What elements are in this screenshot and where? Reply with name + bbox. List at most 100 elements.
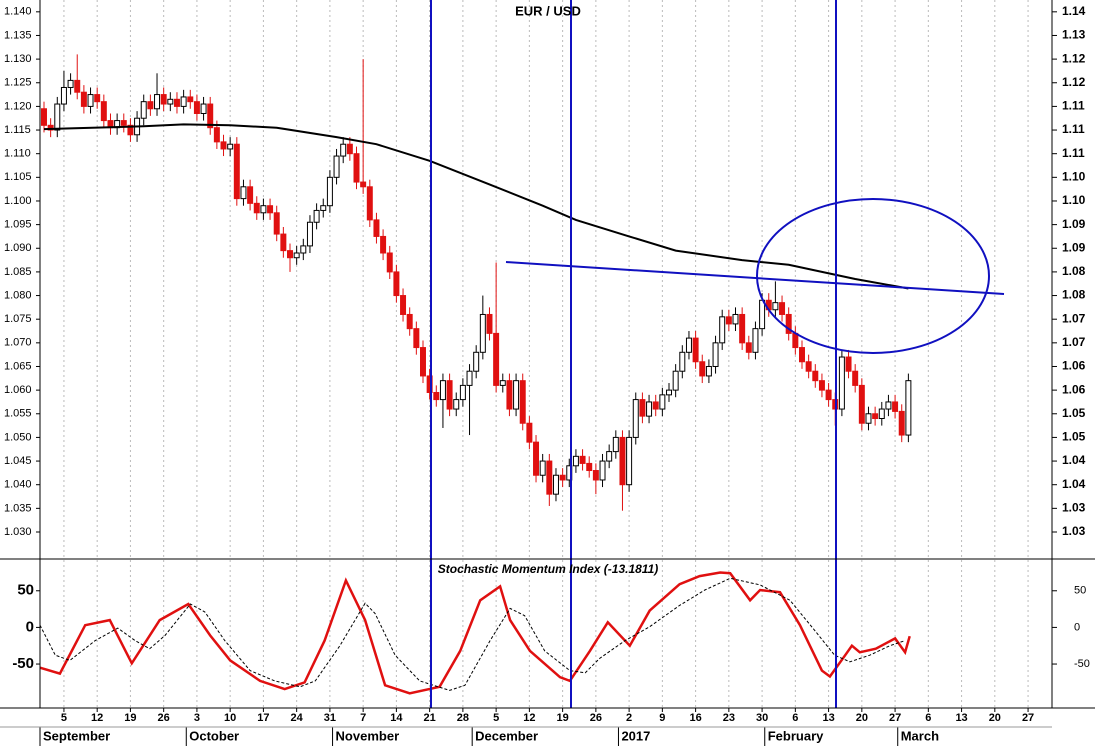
candle-body <box>406 313 413 330</box>
candle-body <box>592 470 599 481</box>
candle-body <box>127 124 134 136</box>
y-tick-label: 1.080 <box>4 289 32 301</box>
y-tick-label: 1.120 <box>4 100 32 112</box>
candle-body <box>439 380 446 401</box>
y2-tick-label: 1.07 <box>1062 311 1086 325</box>
candle-body <box>167 98 174 105</box>
candle-body <box>612 436 619 453</box>
candle-body <box>785 313 792 334</box>
y-tick-label: 1.040 <box>4 479 32 491</box>
y-tick-label: 1.050 <box>4 431 32 443</box>
candle-body <box>745 342 752 353</box>
candle-body <box>267 205 274 214</box>
candle-body <box>207 103 214 129</box>
candle-body <box>872 413 879 419</box>
candle-body <box>719 316 726 344</box>
candle-body <box>845 356 852 372</box>
candle-body <box>772 302 779 311</box>
labels: EUR / USD Stochastic Momentum Index (-13… <box>4 3 1090 743</box>
candle-body <box>659 394 666 410</box>
candle-body <box>679 351 686 372</box>
month-label: October <box>189 728 239 743</box>
candle-body <box>180 96 187 107</box>
candle-body <box>546 460 553 495</box>
candle-body <box>426 375 433 393</box>
candle-body <box>473 351 480 372</box>
x-tick-label: 5 <box>61 712 67 724</box>
y-tick-label: 1.035 <box>4 502 32 514</box>
annotations <box>430 0 1005 708</box>
candle-body <box>646 401 653 417</box>
indicator-tick-label: -50 <box>12 655 34 672</box>
candle-body <box>812 370 819 382</box>
x-tick-label: 27 <box>889 712 901 724</box>
y-tick-label: 1.085 <box>4 266 32 278</box>
candle-body <box>94 94 101 103</box>
y-tick-label: 1.030 <box>4 526 32 538</box>
x-tick-label: 23 <box>723 712 735 724</box>
x-tick-label: 20 <box>856 712 868 724</box>
candle-body <box>413 328 420 349</box>
candle-body <box>779 302 786 315</box>
candle-body <box>80 91 87 107</box>
candle-body <box>619 436 626 486</box>
candle-body <box>732 313 739 325</box>
candle-body <box>858 384 865 424</box>
candle-body <box>759 299 766 330</box>
x-tick-label: 7 <box>360 712 366 724</box>
candle-body <box>805 361 812 372</box>
y2-tick-label: 1.03 <box>1062 501 1086 515</box>
y2-tick-label: 1.11 <box>1062 99 1085 113</box>
x-tick-label: 6 <box>792 712 798 724</box>
candle-body <box>240 186 247 200</box>
candle-body <box>493 332 500 386</box>
x-tick-label: 12 <box>91 712 103 724</box>
x-tick-label: 30 <box>756 712 768 724</box>
indicator-title: Stochastic Momentum Index (-13.1811) <box>438 562 659 576</box>
candle-body <box>154 94 161 110</box>
candle-body <box>572 455 579 467</box>
candle-body <box>526 422 533 443</box>
x-tick-label: 13 <box>955 712 967 724</box>
x-tick-label: 16 <box>689 712 701 724</box>
candle-body <box>340 143 347 157</box>
candle-body <box>233 143 240 200</box>
candle-body <box>586 462 593 472</box>
y2-tick-label: 1.05 <box>1062 406 1086 420</box>
candle-body <box>386 252 393 273</box>
candle-body <box>712 342 719 367</box>
y2-tick-label: 1.10 <box>1062 170 1086 184</box>
candle-body <box>326 176 333 207</box>
x-tick-label: 31 <box>324 712 336 724</box>
candle-body <box>280 233 287 252</box>
y2-tick-label: 1.08 <box>1062 288 1086 302</box>
candle-body <box>579 455 586 464</box>
candle-body <box>393 271 400 297</box>
candle-body <box>333 155 340 178</box>
month-label: September <box>43 728 110 743</box>
y2-tick-label: 1.12 <box>1062 51 1086 65</box>
candle-body <box>792 332 799 349</box>
candle-body <box>306 221 313 247</box>
candle-body <box>739 313 746 344</box>
candle-body <box>486 313 493 334</box>
indicator-tick-label: 0 <box>26 618 34 635</box>
candle-body <box>173 98 180 107</box>
x-tick-label: 14 <box>390 712 403 724</box>
candle-body <box>419 347 426 377</box>
candle-body <box>825 389 832 401</box>
candle-body <box>499 380 506 386</box>
indicator-line <box>39 571 911 695</box>
y2-tick-label: 1.13 <box>1062 28 1086 42</box>
month-label: February <box>768 728 824 743</box>
candle-body <box>692 337 699 363</box>
candle-body <box>287 250 294 259</box>
y2-tick-label: 1.05 <box>1062 430 1086 444</box>
y-tick-label: 1.090 <box>4 242 32 254</box>
x-tick-label: 13 <box>822 712 834 724</box>
candle-body <box>40 108 47 126</box>
candle-body <box>187 96 194 103</box>
candle-body <box>892 401 899 412</box>
indicator-tick-label-right: -50 <box>1074 658 1090 670</box>
candle-body <box>699 361 706 377</box>
